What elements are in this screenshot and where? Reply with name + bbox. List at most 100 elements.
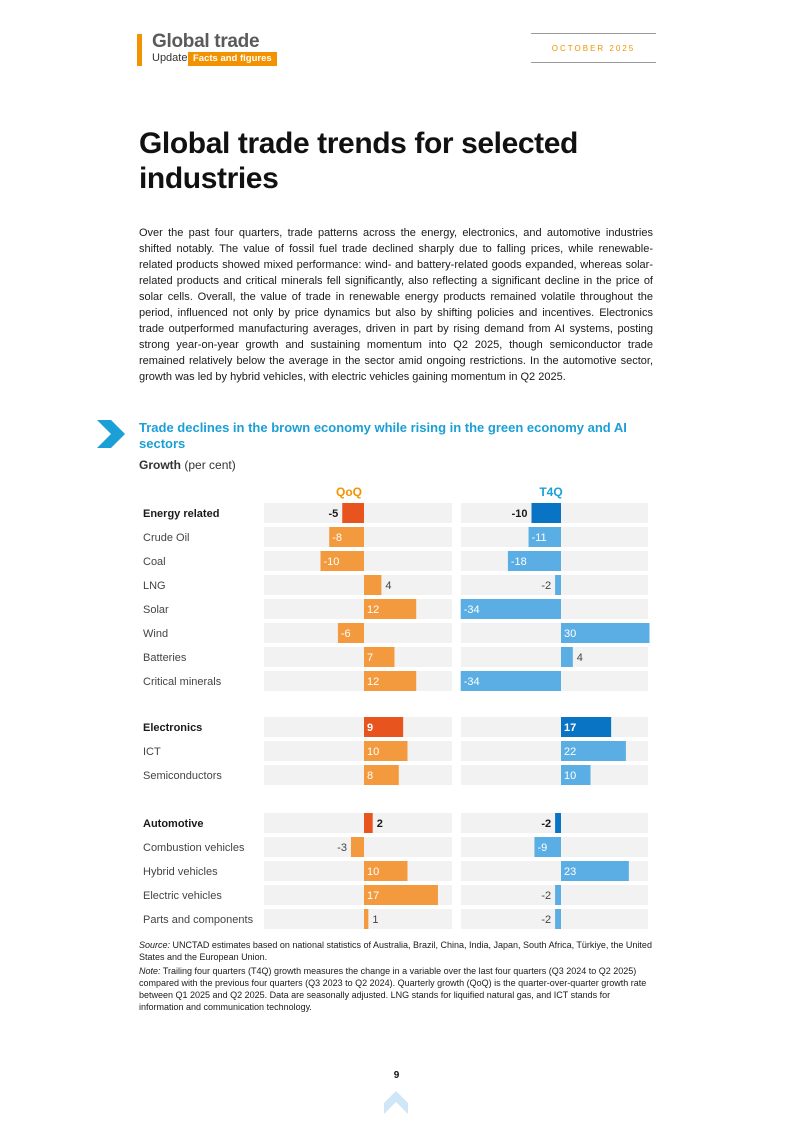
bar-t4q-electronics	[561, 717, 612, 737]
bar-qoq-parts-and-components	[364, 909, 369, 929]
source-note: Source: UNCTAD estimates based on nation…	[139, 939, 653, 963]
row-bg-qoq-ict	[264, 741, 452, 761]
bar-qoq-wind	[337, 623, 364, 643]
value-label-t4q-wind: 30	[564, 628, 576, 640]
bar-qoq-automotive	[364, 813, 373, 833]
row-bg-qoq-batteries	[264, 647, 452, 667]
row-label-wind: Wind	[143, 628, 168, 640]
row-label-combustion-vehicles: Combustion vehicles	[143, 842, 245, 854]
brand-accent-bar	[137, 34, 142, 66]
value-label-t4q-hybrid-vehicles: 23	[564, 866, 576, 878]
note-text: Trailing four quarters (T4Q) growth meas…	[139, 966, 647, 1012]
date-rule-top	[531, 33, 656, 34]
bar-t4q-hybrid-vehicles	[561, 861, 629, 881]
row-label-hybrid-vehicles: Hybrid vehicles	[143, 866, 218, 878]
row-label-automotive: Automotive	[143, 818, 204, 830]
bar-qoq-batteries	[364, 647, 395, 667]
value-label-qoq-combustion-vehicles: -3	[337, 842, 347, 854]
bar-t4q-critical-minerals	[460, 671, 561, 691]
row-label-electronics: Electronics	[143, 722, 202, 734]
row-bg-qoq-semiconductors	[264, 765, 452, 785]
chart-subtitle: Growth (per cent)	[139, 458, 236, 472]
bar-t4q-combustion-vehicles	[534, 837, 561, 857]
value-label-t4q-electric-vehicles: -2	[541, 890, 551, 902]
value-label-t4q-electronics: 17	[564, 722, 576, 734]
row-bg-qoq-solar	[264, 599, 452, 619]
bar-qoq-crude-oil	[329, 527, 364, 547]
bar-t4q-solar	[460, 599, 561, 619]
row-label-solar: Solar	[143, 604, 169, 616]
chart-subtitle-bold: Growth	[139, 458, 181, 472]
row-bg-t4q-automotive	[461, 813, 648, 833]
row-bg-t4q-parts-and-components	[461, 909, 648, 929]
bar-t4q-coal	[507, 551, 561, 571]
chevron-right-icon	[97, 420, 125, 448]
value-label-qoq-lng: 4	[385, 580, 391, 592]
source-text: UNCTAD estimates based on national stati…	[139, 940, 652, 962]
value-label-qoq-coal: -10	[324, 556, 340, 568]
row-bg-t4q-batteries	[461, 647, 648, 667]
bar-t4q-automotive	[555, 813, 561, 833]
row-bg-t4q-electric-vehicles	[461, 885, 648, 905]
bar-t4q-semiconductors	[561, 765, 591, 785]
value-label-t4q-semiconductors: 10	[564, 770, 576, 782]
value-label-qoq-electric-vehicles: 17	[367, 890, 379, 902]
value-label-t4q-parts-and-components: -2	[541, 914, 551, 926]
row-bg-qoq-hybrid-vehicles	[264, 861, 452, 881]
chart-heading: Trade declines in the brown economy whil…	[139, 420, 627, 451]
bar-qoq-energy-related	[342, 503, 364, 523]
row-bg-qoq-lng	[264, 575, 452, 595]
value-label-t4q-crude-oil: -11	[532, 532, 547, 544]
row-label-coal: Coal	[143, 556, 166, 568]
bar-qoq-combustion-vehicles	[350, 837, 364, 857]
value-label-t4q-critical-minerals: -34	[464, 676, 480, 688]
bar-qoq-electronics	[364, 717, 404, 737]
bar-qoq-lng	[364, 575, 382, 595]
value-label-qoq-solar: 12	[367, 604, 379, 616]
value-label-t4q-coal: -18	[511, 556, 527, 568]
value-label-t4q-automotive: -2	[541, 818, 551, 830]
row-label-energy-related: Energy related	[143, 508, 219, 520]
value-label-qoq-hybrid-vehicles: 10	[367, 866, 379, 878]
bar-qoq-electric-vehicles	[364, 885, 438, 905]
row-label-parts-and-components: Parts and components	[143, 914, 254, 926]
row-label-lng: LNG	[143, 580, 166, 592]
date-rule-bottom	[531, 62, 656, 63]
page-title: Global trade trends for selected industr…	[139, 127, 578, 195]
bar-qoq-ict	[364, 741, 408, 761]
row-bg-t4q-lng	[461, 575, 648, 595]
row-bg-t4q-semiconductors	[461, 765, 648, 785]
intro-paragraph: Over the past four quarters, trade patte…	[139, 227, 653, 383]
panel-label-t4q: T4Q	[539, 485, 562, 499]
bar-qoq-coal	[320, 551, 364, 571]
bar-t4q-crude-oil	[528, 527, 561, 547]
bar-t4q-energy-related	[531, 503, 561, 523]
bar-t4q-ict	[561, 741, 626, 761]
chart-subtitle-unit: (per cent)	[184, 458, 236, 472]
bar-qoq-critical-minerals	[364, 671, 417, 691]
row-label-electric-vehicles: Electric vehicles	[143, 890, 222, 902]
row-label-crude-oil: Crude Oil	[143, 532, 189, 544]
page-number: 9	[393, 1070, 400, 1081]
bar-qoq-solar	[364, 599, 417, 619]
method-note: Note: Trailing four quarters (T4Q) growt…	[139, 965, 653, 1013]
value-label-qoq-critical-minerals: 12	[367, 676, 379, 688]
value-label-t4q-lng: -2	[541, 580, 551, 592]
value-label-qoq-automotive: 2	[377, 818, 383, 830]
panel-label-qoq: QoQ	[336, 485, 362, 499]
value-label-t4q-combustion-vehicles: -9	[537, 842, 547, 854]
row-label-batteries: Batteries	[143, 652, 187, 664]
value-label-qoq-crude-oil: -8	[332, 532, 342, 544]
row-bg-qoq-parts-and-components	[264, 909, 452, 929]
arrow-up-icon[interactable]	[383, 1089, 409, 1115]
value-label-t4q-energy-related: -10	[512, 508, 528, 520]
row-label-critical-minerals: Critical minerals	[143, 676, 222, 688]
bar-t4q-lng	[555, 575, 561, 595]
header-date: OCTOBER 2025	[551, 44, 636, 53]
bar-qoq-semiconductors	[364, 765, 399, 785]
row-bg-qoq-automotive	[264, 813, 452, 833]
value-label-qoq-electronics: 9	[367, 722, 373, 734]
bar-t4q-wind	[561, 623, 650, 643]
value-label-t4q-batteries: 4	[577, 652, 583, 664]
